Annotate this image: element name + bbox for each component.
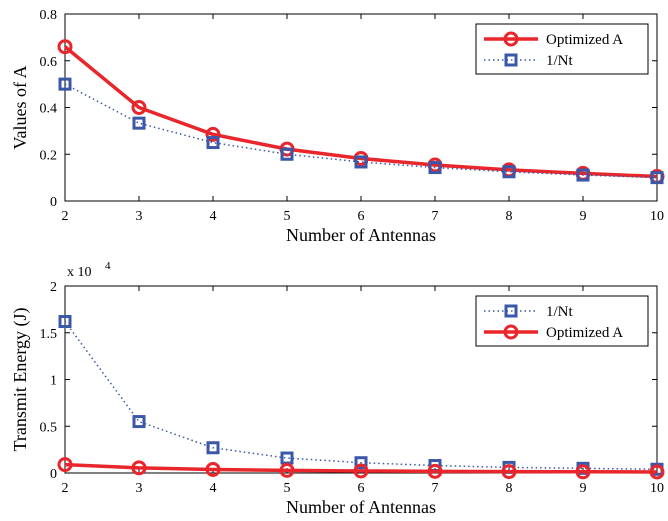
x-tick-label: 2 [62,209,69,224]
legend-label: Optimized A [546,325,623,341]
legend-label: 1/Nt [546,304,574,320]
data-point [206,441,220,455]
data-point [576,168,590,182]
y-tick-label: 1 [50,374,57,389]
x-tick-label: 3 [136,209,143,224]
x-tick-label: 10 [650,481,664,496]
legend: Optimized A 1/Nt [475,23,649,75]
data-point [132,415,146,429]
series-line [64,321,658,471]
legend-label: Optimized A [546,32,623,48]
x-tick-label: 6 [358,209,365,224]
data-point [502,165,516,179]
y-tick-label: 1.5 [40,327,58,342]
series-line [64,462,658,474]
data-point [57,39,73,55]
data-point [353,463,369,479]
x-tick-label: 3 [136,481,143,496]
y-axis-label: Values of A [10,66,30,150]
data-point [354,155,368,169]
y-tick-label: 0.8 [40,8,58,23]
y-tick-label: 2 [50,280,57,295]
legend-marker [504,304,518,318]
legend: 1/Nt Optimized A [475,295,649,347]
series-line [64,83,658,179]
data-point [501,464,517,480]
axis-exponent: x 10 [67,265,92,280]
x-tick-label: 9 [580,209,587,224]
x-tick-label: 4 [210,209,217,224]
x-tick-label: 8 [506,481,513,496]
y-tick-label: 0.2 [40,148,58,163]
y-tick-label: 0 [50,195,57,210]
data-point [427,463,443,479]
legend-marker [503,31,519,47]
x-tick-label: 8 [506,209,513,224]
data-point [280,147,294,161]
data-point [354,456,368,470]
y-tick-label: 0 [50,467,57,482]
legend-label: 1/Nt [546,53,574,69]
x-tick-label: 7 [432,209,439,224]
x-tick-label: 2 [62,481,69,496]
data-point [205,126,221,142]
data-point [428,161,442,175]
axis-exponent-power: 4 [105,260,111,272]
data-point [58,77,72,91]
y-tick-label: 0.5 [40,420,58,435]
series-1-nt [58,77,664,185]
data-point [57,457,73,473]
legend-marker [503,324,519,340]
data-point [205,461,221,477]
chart-2: 2 3 4 5 6 7 8 9 10 0 0.5 1 1.5 2 x 10 4 Number of Antenn… [10,260,665,517]
data-point [132,116,146,130]
data-point [206,136,220,150]
y-axis-label: Transmit Energy (J) [10,307,31,451]
x-axis-label: Number of Antennas [286,225,436,245]
series-optimized-a [57,457,665,480]
data-point [650,171,664,185]
x-tick-label: 5 [284,209,291,224]
x-axis-label: Number of Antennas [286,497,436,517]
data-point [131,100,147,115]
x-tick-label: 10 [650,209,664,224]
data-point [279,462,295,478]
legend-marker [504,53,518,67]
x-tick-label: 5 [284,481,291,496]
data-point [575,464,591,480]
data-point [58,315,72,329]
data-point [649,464,665,480]
y-tick-label: 0.4 [40,102,58,117]
legend-box [475,295,649,347]
data-point [131,460,147,476]
chart-1: 2 3 4 5 6 7 8 9 10 0 0.2 0.4 0.6 0.8 Number of Antenna… [10,8,665,245]
x-tick-label: 4 [210,481,217,496]
x-tick-label: 6 [358,481,365,496]
x-tick-label: 7 [432,481,439,496]
x-tick-label: 9 [580,481,587,496]
y-tick-label: 0.6 [40,55,58,70]
